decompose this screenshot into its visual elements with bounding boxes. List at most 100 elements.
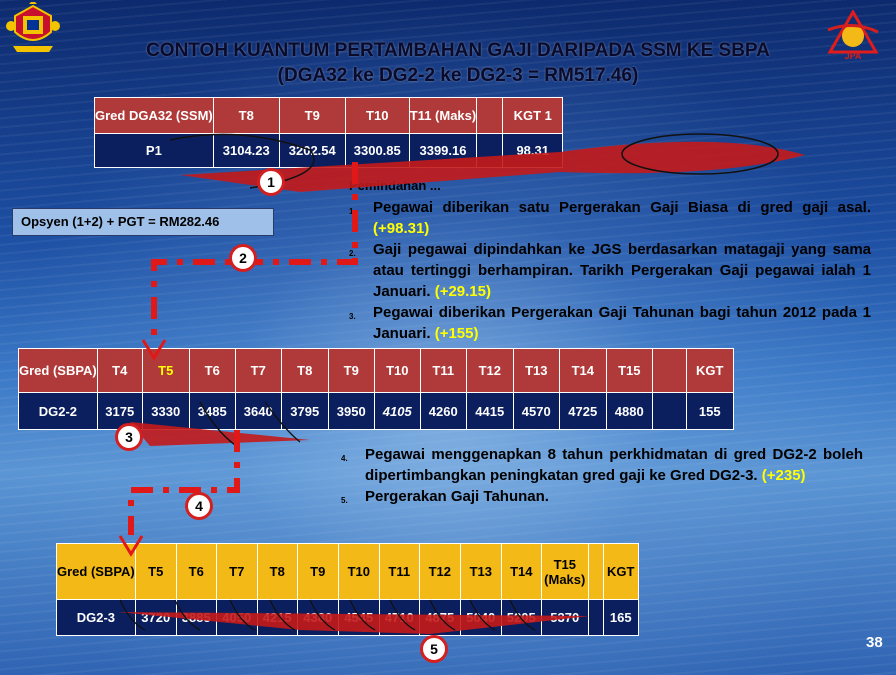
header-cell — [651, 348, 687, 393]
header-cell: T14 — [558, 348, 607, 393]
table-cell: 155 — [685, 392, 734, 430]
table-cell: 4545 — [337, 599, 380, 636]
table-cell: 4725 — [558, 392, 607, 430]
list-number: 5. — [341, 496, 348, 505]
header-cell: Gred DGA32 (SSM) — [94, 97, 214, 134]
table-cell: 3795 — [280, 392, 329, 430]
table-cell: 5205 — [500, 599, 542, 636]
step-badge: 5 — [420, 635, 448, 663]
header-cell: T6 — [188, 348, 236, 393]
table-header-row: Gred (SBPA) T5 T6 T7 T8 T9 T10 T11 T12 T… — [56, 543, 639, 600]
header-cell: KGT — [602, 543, 639, 600]
header-cell: T12 — [418, 543, 461, 600]
header-cell: T10 — [373, 348, 421, 393]
opsyen-summary-box: Opsyen (1+2) + PGT = RM282.46 — [12, 208, 274, 236]
table-row: P1 3104.23 3202.54 3300.85 3399.16 98.31 — [94, 133, 564, 168]
table-cell: 3950 — [327, 392, 375, 430]
table-cell: DG2-3 — [56, 599, 136, 636]
table-cell: 4875 — [418, 599, 461, 636]
page-number: 38 — [866, 634, 883, 651]
header-cell: Gred (SBPA) — [56, 543, 136, 600]
header-cell: T15 (Maks) — [540, 543, 589, 600]
table-cell: 4710 — [378, 599, 420, 636]
table-dg2-3: Gred (SBPA) T5 T6 T7 T8 T9 T10 T11 T12 T… — [56, 543, 639, 636]
header-cell: T11 — [419, 348, 467, 393]
table-cell: 4570 — [512, 392, 560, 430]
list-text: Pergerakan Gaji Tahunan. — [365, 488, 549, 505]
coat-of-arms-logo — [6, 2, 60, 52]
list-number: 1. — [349, 207, 356, 216]
header-cell: T8 — [280, 348, 329, 393]
header-cell: T10 — [344, 97, 410, 134]
header-cell: T8 — [256, 543, 298, 600]
increment-value: (+98.31) — [373, 220, 430, 237]
step-badge: 2 — [229, 244, 257, 272]
notes-list-upper: 1. Pegawai diberikan satu Pergerakan Gaj… — [349, 197, 871, 344]
list-text: Pegawai diberikan Pergerakan Gaji Tahuna… — [373, 304, 871, 342]
header-cell: T8 — [212, 97, 280, 134]
header-cell: T11 — [378, 543, 420, 600]
header-cell: KGT — [685, 348, 734, 393]
page-title: CONTOH KUANTUM PERTAMBAHAN GAJI DARIPADA… — [146, 40, 770, 61]
table-cell: 5370 — [540, 599, 589, 636]
header-cell: Gred (SBPA) — [18, 348, 98, 393]
notes-partial-heading: Pemindahan ... — [349, 178, 441, 193]
table-header-row: Gred (SBPA) T4 T5 T6 T7 T8 T9 T10 T11 T1… — [18, 348, 734, 393]
header-cell: T13 — [459, 543, 502, 600]
table-cell — [651, 392, 687, 430]
table-cell: P1 — [94, 133, 214, 168]
table-dg2-2: Gred (SBPA) T4 T5 T6 T7 T8 T9 T10 T11 T1… — [18, 348, 734, 430]
table-cell: 4380 — [296, 599, 339, 636]
table-cell: DG2-2 — [18, 392, 98, 430]
header-cell: T15 — [605, 348, 653, 393]
step-badge: 1 — [257, 168, 285, 196]
header-cell: T14 — [500, 543, 542, 600]
list-text: Gaji pegawai dipindahkan ke JGS berdasar… — [373, 241, 871, 300]
list-number: 3. — [349, 312, 356, 321]
table-cell — [476, 133, 504, 168]
header-cell: T7 — [234, 348, 282, 393]
table-cell: 3399.16 — [408, 133, 478, 168]
increment-value: (+155) — [434, 325, 479, 342]
header-cell: T9 — [296, 543, 339, 600]
header-cell: T4 — [96, 348, 143, 393]
header-cell: KGT 1 — [502, 97, 564, 134]
list-number: 4. — [341, 454, 348, 463]
header-cell-highlight: T5 — [141, 348, 190, 393]
increment-value: (+29.15) — [434, 283, 491, 300]
header-cell: T5 — [134, 543, 177, 600]
table-cell: 4215 — [256, 599, 298, 636]
table-cell: 4050 — [215, 599, 258, 636]
list-item: 4. Pegawai menggenapkan 8 tahun perkhidm… — [341, 444, 863, 486]
table-cell: 4260 — [419, 392, 467, 430]
step-badge: 4 — [185, 492, 213, 520]
jpa-logo-text: JPA — [845, 51, 862, 60]
list-item: 5. Pergerakan Gaji Tahunan. — [341, 486, 863, 507]
page-subtitle: (DGA32 ke DG2-2 ke DG2-3 = RM517.46) — [277, 65, 639, 86]
list-text: Pegawai diberikan satu Pergerakan Gaji B… — [373, 199, 871, 216]
table-cell — [587, 599, 604, 636]
table-header-row: Gred DGA32 (SSM) T8 T9 T10 T11 (Maks) KG… — [94, 97, 564, 134]
header-cell: T12 — [465, 348, 514, 393]
table-cell: 3485 — [188, 392, 236, 430]
header-cell: T9 — [327, 348, 375, 393]
notes-list-lower: 4. Pegawai menggenapkan 8 tahun perkhidm… — [341, 444, 863, 507]
table-cell: 3104.23 — [212, 133, 280, 168]
step-badge: 3 — [115, 423, 143, 451]
list-item: 3. Pegawai diberikan Pergerakan Gaji Tah… — [349, 302, 871, 344]
table-cell: 5040 — [459, 599, 502, 636]
table-cell: 165 — [602, 599, 639, 636]
header-cell — [587, 543, 604, 600]
table-cell: 3720 — [134, 599, 177, 636]
header-cell: T7 — [215, 543, 258, 600]
header-cell: T9 — [278, 97, 346, 134]
list-text: Pegawai menggenapkan 8 tahun perkhidmata… — [365, 446, 863, 484]
header-cell: T6 — [175, 543, 217, 600]
table-cell: 3885 — [175, 599, 217, 636]
list-item: 1. Pegawai diberikan satu Pergerakan Gaj… — [349, 197, 871, 239]
jpa-logo: JPA — [827, 10, 879, 60]
table-cell: 3640 — [234, 392, 282, 430]
list-item: 2. Gaji pegawai dipindahkan ke JGS berda… — [349, 239, 871, 302]
table-cell: 3202.54 — [278, 133, 346, 168]
header-cell: T11 (Maks) — [408, 97, 478, 134]
